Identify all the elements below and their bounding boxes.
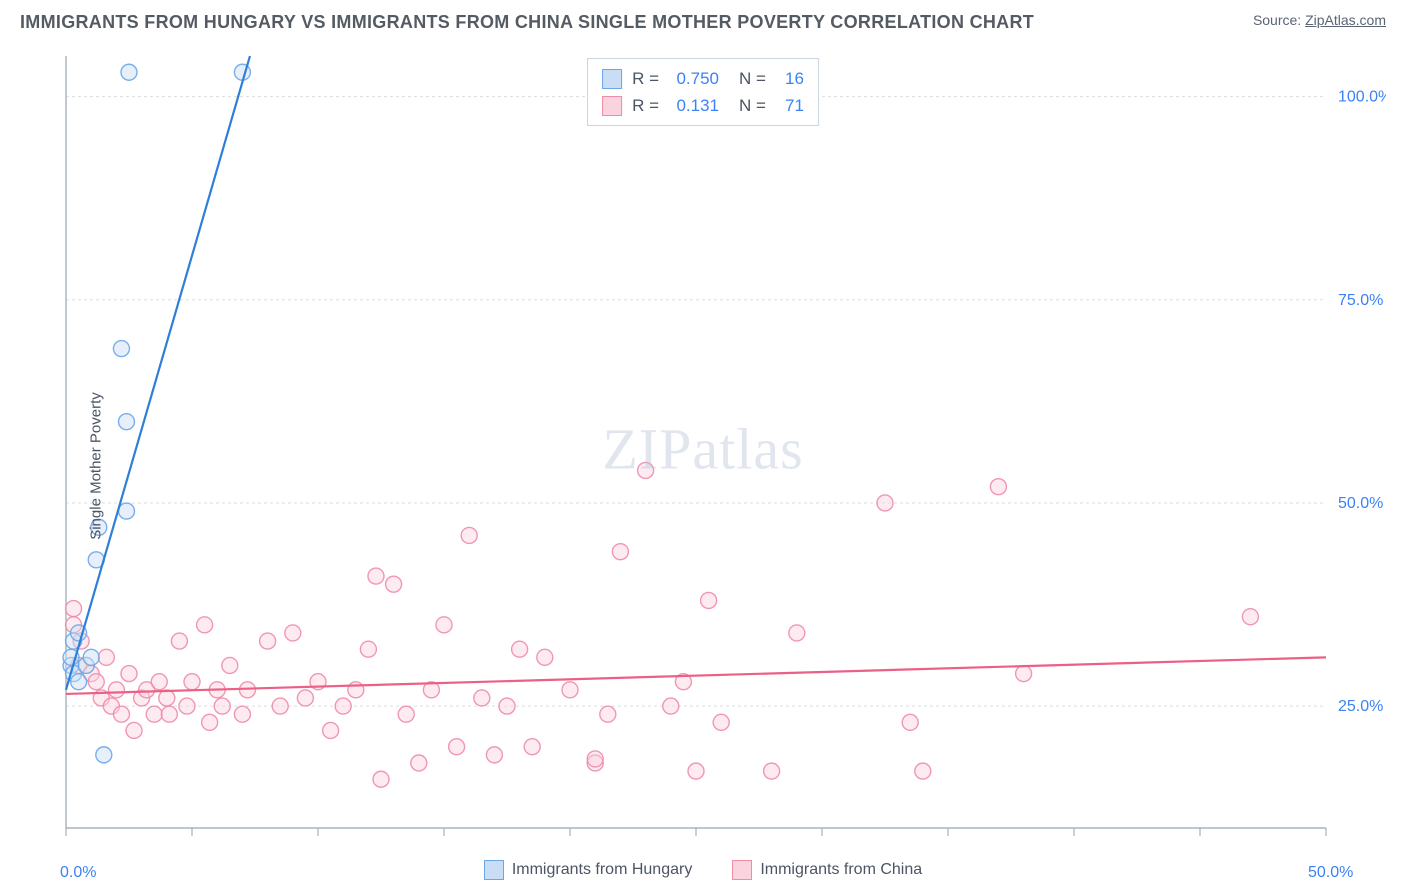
svg-text:100.0%: 100.0% (1338, 89, 1386, 106)
corr-swatch (602, 69, 622, 89)
r-label: R = (632, 92, 659, 119)
legend-item-hungary: Immigrants from Hungary (484, 860, 693, 880)
legend-label: Immigrants from Hungary (512, 861, 693, 879)
svg-text:50.0%: 50.0% (1338, 495, 1383, 512)
legend-swatch (732, 860, 752, 880)
corr-row-china: R = 0.131 N = 71 (602, 92, 804, 119)
scatter-chart: 25.0% 50.0% 75.0% 100.0% (20, 48, 1386, 884)
legend-swatch (484, 860, 504, 880)
chart-title: IMMIGRANTS FROM HUNGARY VS IMMIGRANTS FR… (20, 12, 1034, 33)
source-attribution: Source: ZipAtlas.com (1253, 12, 1386, 28)
x-axis-min-label: 0.0% (60, 864, 96, 882)
legend-item-china: Immigrants from China (732, 860, 922, 880)
r-label: R = (632, 65, 659, 92)
y-axis-label: Single Mother Poverty (87, 392, 104, 540)
series-legend: Immigrants from Hungary Immigrants from C… (20, 860, 1386, 880)
svg-text:25.0%: 25.0% (1338, 698, 1383, 715)
legend-label: Immigrants from China (760, 861, 922, 879)
n-value: 71 (776, 92, 804, 119)
correlation-legend: R = 0.750 N = 16 R = 0.131 N = 71 (587, 58, 819, 126)
r-value: 0.750 (669, 65, 719, 92)
x-axis-max-label: 50.0% (1308, 864, 1353, 882)
source-link[interactable]: ZipAtlas.com (1305, 12, 1386, 28)
corr-row-hungary: R = 0.750 N = 16 (602, 65, 804, 92)
r-value: 0.131 (669, 92, 719, 119)
source-prefix: Source: (1253, 12, 1305, 28)
n-value: 16 (776, 65, 804, 92)
n-label: N = (739, 92, 766, 119)
svg-text:75.0%: 75.0% (1338, 292, 1383, 309)
corr-swatch (602, 96, 622, 116)
chart-container: Single Mother Poverty 25.0% 50.0% 75.0% 100… (20, 48, 1386, 884)
n-label: N = (739, 65, 766, 92)
